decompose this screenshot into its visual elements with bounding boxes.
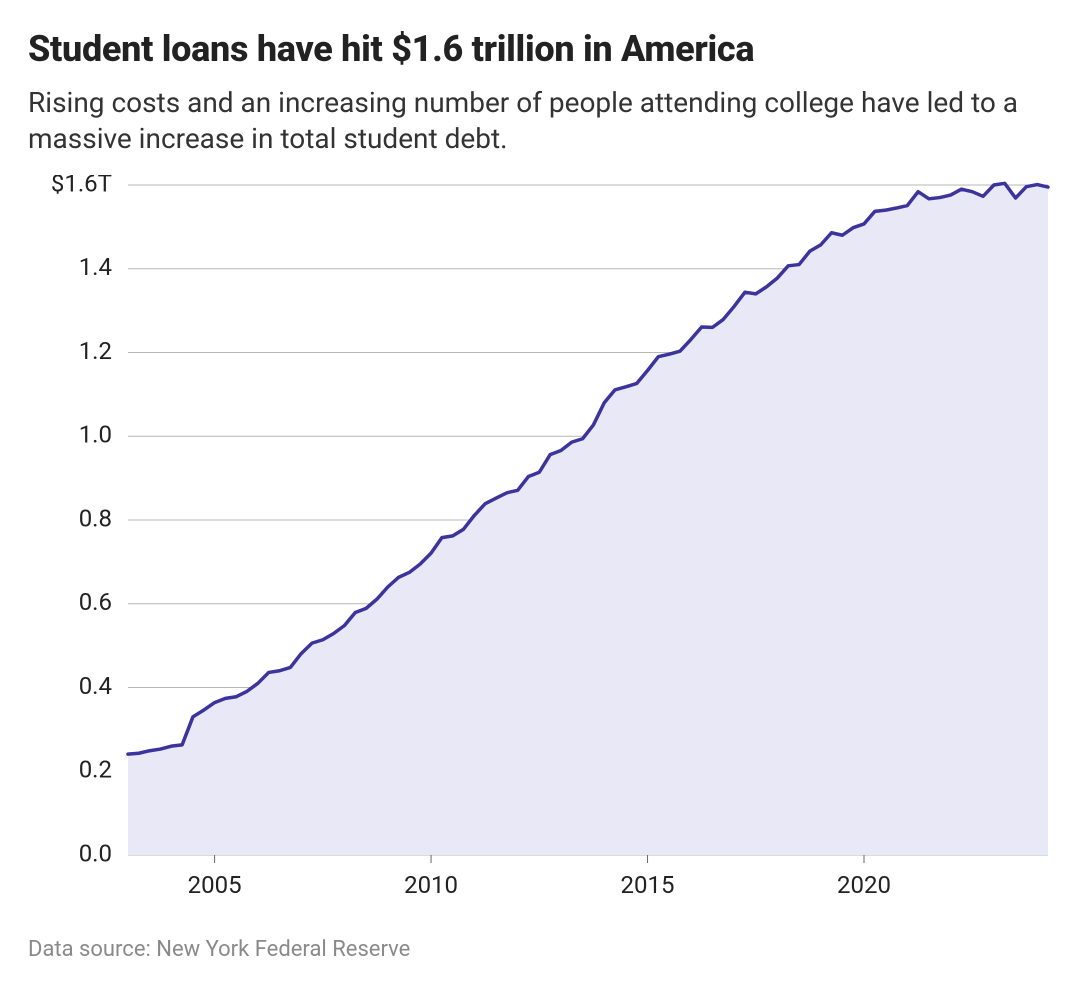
y-tick-label: 0.2	[79, 755, 112, 783]
y-tick-label: 1.0	[79, 420, 112, 448]
x-tick-label: 2005	[188, 871, 242, 899]
y-tick-label: 0.6	[79, 588, 112, 616]
y-tick-label: 0.0	[79, 839, 112, 867]
source-attribution: Data source: New York Federal Reserve	[28, 937, 1052, 962]
x-tick-label: 2010	[404, 871, 458, 899]
area-chart: 0.0 0.2 0.4 0.6 0.8 1.0 1.2 1.4 $1.6T 2005 2010 201…	[28, 175, 1052, 915]
x-tick-label: 2020	[837, 871, 891, 899]
area-fill	[128, 183, 1048, 855]
y-tick-label: $1.6T	[51, 175, 112, 197]
y-tick-label: 0.4	[79, 672, 112, 700]
chart-title: Student loans have hit $1.6 trillion in …	[28, 28, 1052, 71]
y-tick-label: 1.4	[79, 253, 112, 281]
chart-container: 0.0 0.2 0.4 0.6 0.8 1.0 1.2 1.4 $1.6T 2005 2010 201…	[28, 175, 1052, 915]
y-tick-label: 1.2	[79, 337, 112, 365]
x-tick-label: 2015	[621, 871, 675, 899]
chart-subtitle: Rising costs and an increasing number of…	[28, 85, 1052, 157]
y-tick-label: 0.8	[79, 504, 112, 532]
